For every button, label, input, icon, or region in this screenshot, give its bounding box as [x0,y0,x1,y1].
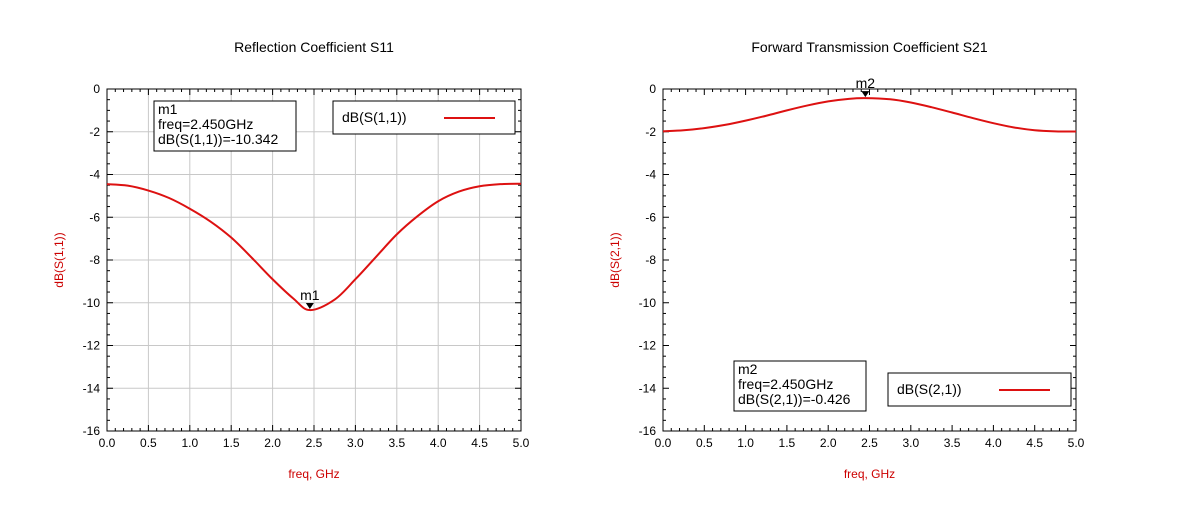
series-line-db-s-1-1- [106,182,522,312]
x-tick-label: 0.5 [140,436,157,450]
y-axis-label: dB(S(1,1)) [52,232,66,287]
y-tick-label: -12 [639,339,657,353]
y-axis-label: dB(S(2,1)) [608,232,622,287]
y-tick-label: -14 [639,381,657,395]
chart-2: Forward Transmission Coefficient S21 0.0 0… [608,39,1085,481]
x-tick-label: 4.0 [985,436,1002,450]
x-tick-label: 3.5 [388,436,405,450]
y-tick-label: -8 [89,253,100,267]
marker-readout-box [153,100,297,152]
y-tick-label: -16 [83,424,101,438]
x-tick-label: 2.0 [820,436,837,450]
x-tick-label: 1.5 [223,436,240,450]
y-tick-label: 0 [93,82,100,96]
x-axis-label: freq, GHz [288,467,339,481]
y-tick-label: -12 [83,339,101,353]
y-tick-label: -6 [645,210,656,224]
legend-entry-label: dB(S(1,1)) [342,109,407,125]
y-tick-label: 0 [649,82,656,96]
marker-readout-line: freq=2.450GHz [738,376,833,392]
x-tick-label: 0.5 [696,436,713,450]
marker-triangle-icon [305,303,314,310]
y-tick-label: -2 [645,125,656,139]
y-tick-label: -14 [83,381,101,395]
marker-label: m1 [300,287,320,303]
chart-1: Reflection Coefficient S11 0.0 0.5 1.0 1.5 2.… [52,39,530,481]
x-tick-label: 5.0 [513,436,530,450]
x-tick-label: 2.0 [264,436,281,450]
x-tick-label: 1.0 [181,436,198,450]
x-tick-label: 4.5 [471,436,488,450]
marker-readout-line: freq=2.450GHz [158,116,253,132]
x-tick-label: 0.0 [655,436,672,450]
x-tick-label: 4.5 [1026,436,1043,450]
x-tick-label: 3.0 [347,436,364,450]
x-tick-label: 1.0 [737,436,754,450]
y-tick-label: -8 [645,253,656,267]
chart-title: Reflection Coefficient S11 [234,39,394,55]
x-tick-label: 2.5 [306,436,323,450]
x-axis-label: freq, GHz [844,467,895,481]
marker-readout-line: dB(S(1,1))=-10.342 [158,131,278,147]
y-tick-label: -16 [639,424,657,438]
x-tick-label: 4.0 [430,436,447,450]
marker-readout-box [733,360,867,412]
x-tick-label: 3.0 [902,436,919,450]
x-tick-label: 3.5 [944,436,961,450]
x-tick-label: 1.5 [779,436,796,450]
marker-label: m2 [856,75,876,91]
y-tick-label: -10 [83,296,101,310]
y-tick-label: -2 [89,125,100,139]
y-tick-label: -10 [639,296,657,310]
marker-readout-line: dB(S(2,1))=-0.426 [738,391,851,407]
x-tick-label: 2.5 [861,436,878,450]
series-line-db-s-2-1- [662,97,1077,133]
marker-readout-line: m2 [738,361,758,377]
x-tick-label: 5.0 [1068,436,1085,450]
y-tick-label: -6 [89,210,100,224]
x-tick-label: 0.0 [99,436,116,450]
marker-triangle-icon [861,91,870,98]
y-tick-label: -4 [89,168,100,182]
y-tick-label: -4 [645,168,656,182]
chart-title: Forward Transmission Coefficient S21 [751,39,987,55]
marker-readout-line: m1 [158,101,178,117]
legend-entry-label: dB(S(2,1)) [897,381,962,397]
